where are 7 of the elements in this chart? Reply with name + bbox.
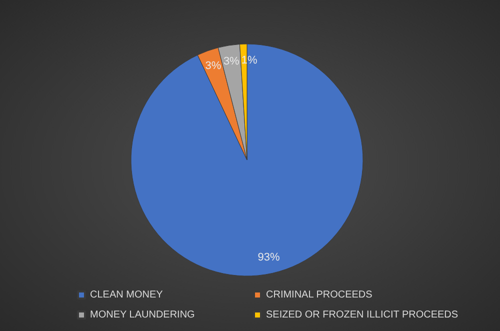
legend-label: CLEAN MONEY bbox=[90, 290, 164, 300]
legend-label: CRIMINAL PROCEEDS bbox=[266, 290, 373, 300]
data-label: 3% bbox=[223, 55, 240, 68]
data-label: 3% bbox=[205, 60, 222, 72]
legend-label: MONEY LAUNDERING bbox=[90, 310, 196, 320]
data-label: 93% bbox=[258, 251, 280, 264]
legend-label: SEIZED OR FROZEN ILLICIT PROCEEDS bbox=[266, 310, 458, 320]
